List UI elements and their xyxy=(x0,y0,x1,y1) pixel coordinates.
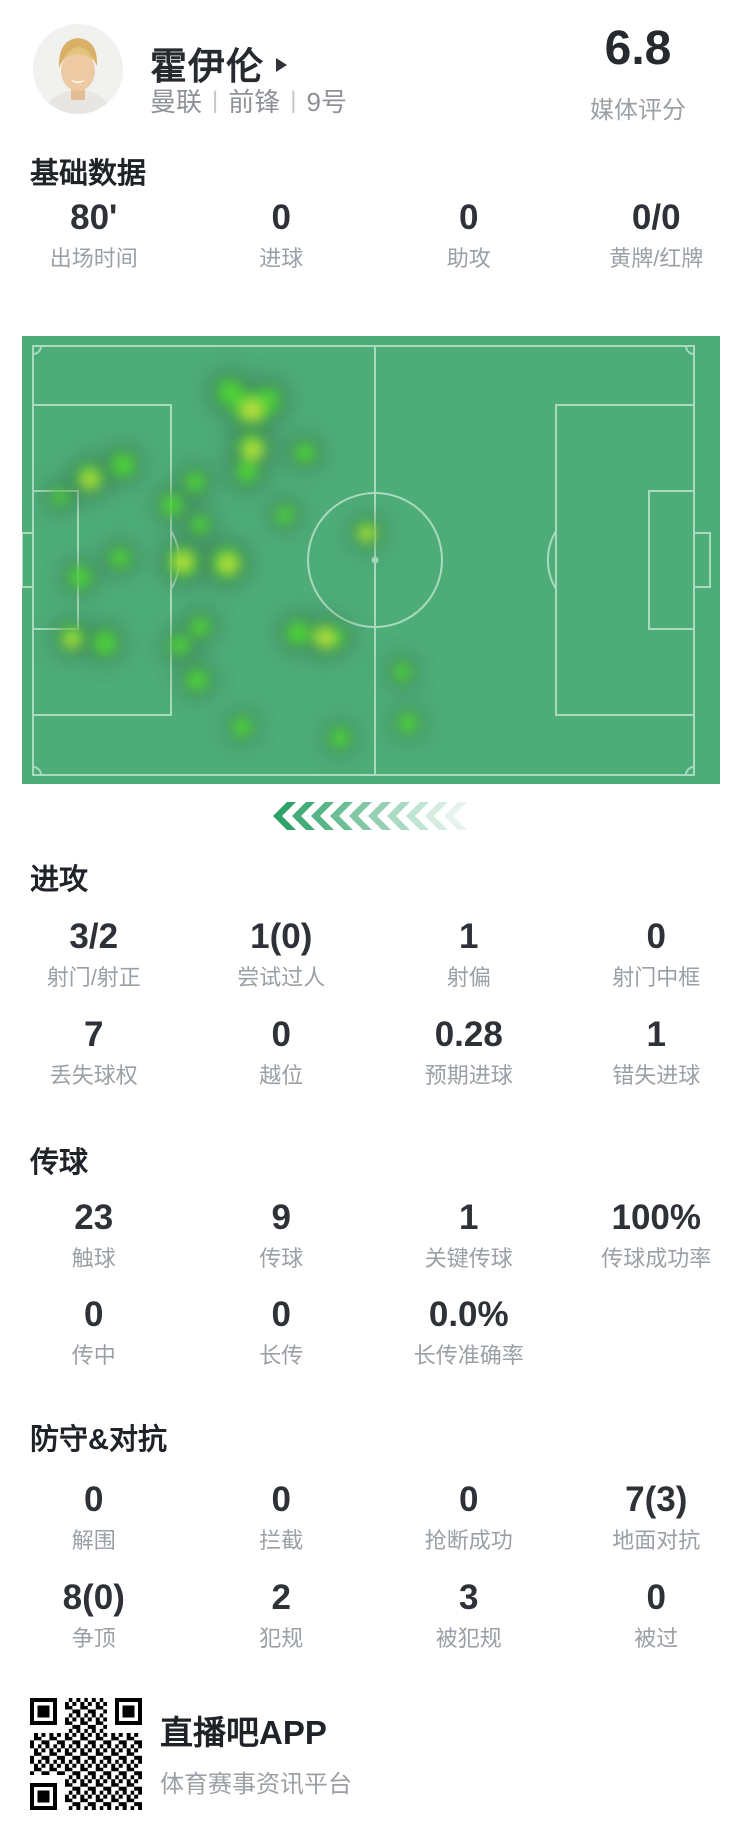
shirt-number: 9号 xyxy=(306,87,347,117)
qr-code xyxy=(30,1698,142,1810)
stat-shots: 3/2 射门/射正 xyxy=(46,917,141,990)
stat-dribbles: 1(0) 尝试过人 xyxy=(237,917,326,990)
stat-ground-duels: 7(3) 地面对抗 xyxy=(612,1480,701,1553)
stat-goals: 0 进球 xyxy=(259,198,304,271)
stat-woodwork: 0 射门中框 xyxy=(612,917,701,990)
stat-minutes: 80' 出场时间 xyxy=(49,198,138,271)
stat-clearances: 0 解围 xyxy=(71,1480,116,1553)
stat-assists: 0 助攻 xyxy=(446,198,491,271)
stat-pass-accuracy: 100% 传球成功率 xyxy=(601,1198,712,1271)
stat-long-ball-accuracy: 0.0% 长传准确率 xyxy=(413,1295,524,1368)
section-title-attack: 进攻 xyxy=(30,864,89,896)
player-position: 前锋 xyxy=(228,87,281,117)
avatar-portrait-graphic xyxy=(33,24,123,114)
stat-empty-cell xyxy=(563,1293,750,1369)
stat-fouled: 3 被犯规 xyxy=(435,1578,502,1651)
stat-aerial-duels: 8(0) 争顶 xyxy=(62,1578,125,1651)
rating-value: 6.8 xyxy=(604,22,672,75)
passing-stats-row-1: 23 触球 9 传球 1 关键传球 100% 传球成功率 xyxy=(0,1196,750,1272)
qr-code-graphic xyxy=(30,1698,142,1810)
basic-stats-row: 80' 出场时间 0 进球 0 助攻 0/0 黄牌/红牌 xyxy=(0,196,750,272)
defense-stats-row-2: 8(0) 争顶 2 犯规 3 被犯规 0 被过 xyxy=(0,1576,750,1652)
player-name-row[interactable]: 霍伊伦 xyxy=(150,36,287,90)
player-avatar xyxy=(33,24,123,114)
stat-dribbled-past: 0 被过 xyxy=(634,1578,679,1651)
stat-offsides: 0 越位 xyxy=(259,1015,304,1088)
meta-separator: | xyxy=(212,86,219,114)
passing-stats-row-2: 0 传中 0 长传 0.0% 长传准确率 xyxy=(0,1293,750,1369)
attack-stats-row-2: 7 丢失球权 0 越位 0.28 预期进球 1 错失进球 xyxy=(0,1013,750,1089)
stat-key-passes: 1 关键传球 xyxy=(424,1198,513,1271)
heat-cores xyxy=(52,379,418,748)
attack-stats-row-1: 3/2 射门/射正 1(0) 尝试过人 1 射偏 0 射门中框 xyxy=(0,915,750,991)
stat-xg: 0.28 预期进球 xyxy=(424,1015,513,1088)
stat-long-balls: 0 长传 xyxy=(259,1295,304,1368)
stat-interceptions: 0 拦截 xyxy=(259,1480,304,1553)
heatmap-pitch xyxy=(21,336,720,784)
section-title-passing: 传球 xyxy=(30,1147,89,1179)
stat-fouls: 2 犯规 xyxy=(259,1578,304,1651)
section-title-defense: 防守&对抗 xyxy=(30,1424,167,1456)
pitch-graphic xyxy=(21,336,720,784)
stat-crosses: 0 传中 xyxy=(71,1295,116,1368)
stat-possession-lost: 7 丢失球权 xyxy=(49,1015,138,1088)
section-title-basic: 基础数据 xyxy=(30,158,147,190)
defense-stats-row-1: 0 解围 0 拦截 0 抢断成功 7(3) 地面对抗 xyxy=(0,1478,750,1554)
stat-shots-off: 1 射偏 xyxy=(446,917,491,990)
stat-cards: 0/0 黄牌/红牌 xyxy=(609,198,704,271)
player-meta: 曼联 | 前锋 | 9号 xyxy=(150,82,347,119)
expand-caret-icon xyxy=(276,58,287,72)
app-description: 体育赛事资讯平台 xyxy=(160,1771,352,1798)
rating-label: 媒体评分 xyxy=(590,97,686,124)
team-name: 曼联 xyxy=(150,87,203,117)
stat-big-chance-missed: 1 错失进球 xyxy=(612,1015,701,1088)
app-name: 直播吧APP xyxy=(160,1714,327,1751)
stat-touches: 23 触球 xyxy=(71,1198,116,1271)
media-rating: 6.8 媒体评分 xyxy=(548,22,728,125)
player-name: 霍伊伦 xyxy=(150,46,264,87)
meta-separator: | xyxy=(290,86,297,114)
attack-direction-chevrons xyxy=(273,801,477,836)
chevron-left-icon xyxy=(273,802,467,830)
stat-passes: 9 传球 xyxy=(259,1198,304,1271)
stat-tackles-won: 0 抢断成功 xyxy=(424,1480,513,1553)
